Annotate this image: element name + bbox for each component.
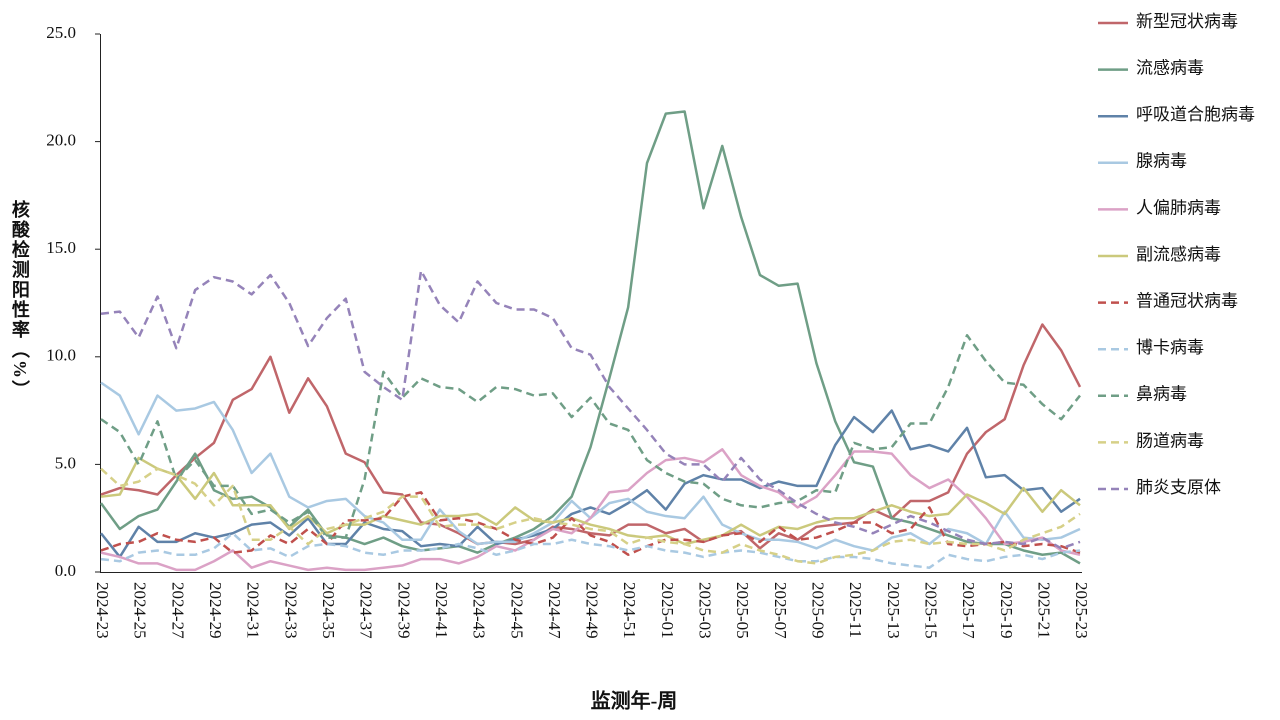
x-tick-label: 2024-29 xyxy=(206,582,225,639)
legend-label: 新型冠状病毒 xyxy=(1136,12,1238,31)
y-tick-label: 10.0 xyxy=(46,346,76,365)
series-line xyxy=(100,448,1081,572)
x-tick-label: 2024-47 xyxy=(545,582,564,639)
series-line xyxy=(100,456,1081,546)
legend-label: 呼吸道合胞病毒 xyxy=(1136,105,1255,124)
x-tick-label: 2024-35 xyxy=(319,582,338,639)
x-tick-label: 2024-31 xyxy=(244,582,263,639)
legend-label: 腺病毒 xyxy=(1136,152,1187,171)
x-tick-label: 2024-43 xyxy=(470,582,489,639)
series-line xyxy=(100,334,1081,539)
series-line xyxy=(100,409,1081,559)
legend-label: 博卡病毒 xyxy=(1136,338,1204,357)
x-tick-label: 2024-27 xyxy=(168,582,187,639)
x-tick-label: 2025-13 xyxy=(884,582,903,639)
x-tick-label: 2025-07 xyxy=(771,582,790,639)
legend-label: 鼻病毒 xyxy=(1136,385,1187,404)
x-tick-label: 2025-15 xyxy=(921,582,940,639)
x-tick-label: 2025-21 xyxy=(1034,582,1053,639)
legend-label: 副流感病毒 xyxy=(1136,245,1221,264)
legend-label: 普通冠状病毒 xyxy=(1136,292,1238,311)
x-tick-label: 2024-49 xyxy=(583,582,602,639)
legend-label: 肺炎支原体 xyxy=(1136,478,1221,497)
x-tick-label: 2025-17 xyxy=(959,582,978,639)
y-tick-label: 15.0 xyxy=(46,238,76,257)
legend-label: 肠道病毒 xyxy=(1136,431,1204,450)
x-tick-label: 2025-05 xyxy=(733,582,752,639)
x-tick-label: 2025-11 xyxy=(846,582,865,638)
x-tick-label: 2025-03 xyxy=(696,582,715,639)
y-tick-label: 0.0 xyxy=(55,561,76,580)
y-tick-label: 20.0 xyxy=(46,131,76,150)
series-line xyxy=(100,269,1081,550)
series-line xyxy=(100,467,1081,565)
x-tick-label: 2024-45 xyxy=(507,582,526,639)
x-tick-label: 2025-09 xyxy=(809,582,828,639)
x-tick-label: 2024-37 xyxy=(357,582,376,639)
x-axis-title: 监测年-周 xyxy=(591,689,678,713)
legend-label: 流感病毒 xyxy=(1136,59,1204,78)
x-tick-label: 2025-19 xyxy=(997,582,1016,639)
y-tick-label: 5.0 xyxy=(55,453,76,472)
x-tick-label: 2024-25 xyxy=(131,582,150,639)
x-tick-label: 2024-23 xyxy=(93,582,112,639)
x-tick-label: 2024-41 xyxy=(432,582,451,639)
y-tick-label: 25.0 xyxy=(46,23,76,42)
x-tick-label: 2024-33 xyxy=(281,582,300,639)
x-tick-label: 2024-39 xyxy=(394,582,413,639)
legend-label: 人偏肺病毒 xyxy=(1136,198,1221,217)
x-tick-label: 2024-51 xyxy=(620,582,639,639)
series-line xyxy=(99,110,1081,565)
y-axis-title: 核酸检测阳性率（%） xyxy=(10,199,30,400)
series-line xyxy=(100,323,1082,550)
x-tick-label: 2025-23 xyxy=(1072,582,1091,639)
x-tick-label: 2025-01 xyxy=(658,582,677,639)
series-line xyxy=(100,532,1081,569)
series-line xyxy=(100,491,1081,557)
